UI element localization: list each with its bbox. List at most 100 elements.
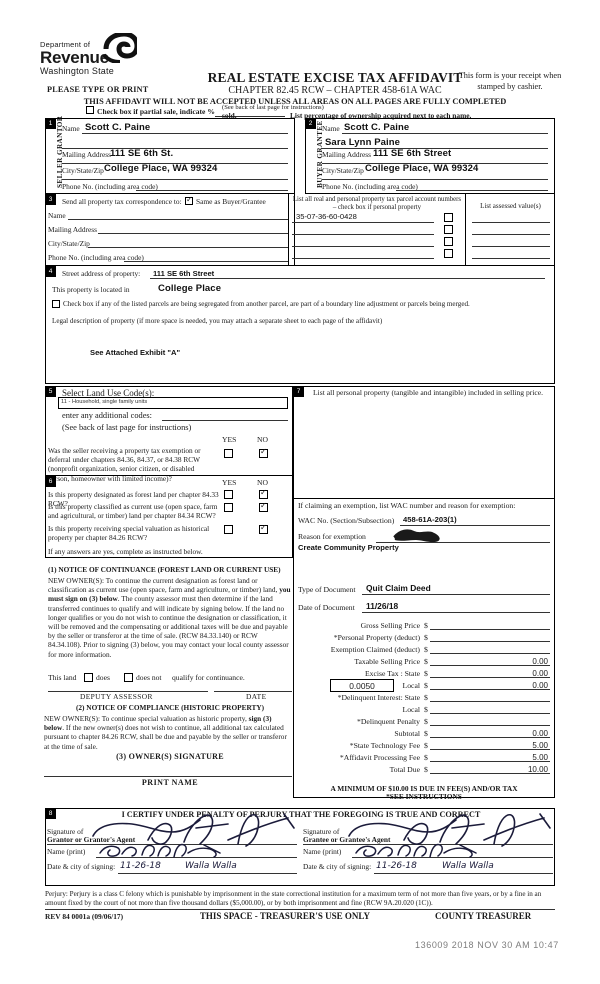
buyer-phone-line[interactable]	[396, 190, 548, 191]
parcel-line-3[interactable]	[292, 246, 434, 247]
current-use-yes-checkbox[interactable]	[224, 503, 233, 512]
does-not-qualify-checkbox[interactable]	[124, 673, 133, 682]
amount-label-3: Taxable Selling Price	[354, 657, 420, 666]
amount-line-3[interactable]	[430, 665, 550, 666]
seller-name-line[interactable]	[82, 133, 288, 134]
corr-city-line[interactable]	[88, 247, 288, 248]
parcel-line-1[interactable]	[292, 222, 434, 223]
assessed-line-2[interactable]	[472, 234, 550, 235]
historic-yes-checkbox[interactable]	[224, 525, 233, 534]
grantor-date-label: Date & city of signing:	[47, 862, 116, 871]
amount-line-12[interactable]	[430, 773, 550, 774]
grantee-name-line[interactable]	[352, 857, 553, 858]
doc-type-label: Type of Document	[298, 585, 356, 594]
seller-mailing-line[interactable]	[62, 163, 288, 164]
seller-phone-line[interactable]	[136, 190, 288, 191]
segregated-checkbox[interactable]	[52, 300, 60, 308]
grantee-date-line[interactable]	[374, 873, 553, 874]
seller-mailing-label: Mailing Address	[62, 150, 112, 159]
seller-exemption-no-checkbox[interactable]	[259, 447, 268, 458]
amount-label-7: Local	[402, 705, 421, 714]
buyer-name-line[interactable]	[342, 133, 548, 134]
affidavit-warning: THIS AFFIDAVIT WILL NOT BE ACCEPTED UNLE…	[83, 97, 507, 106]
buyer-mailing-line[interactable]	[322, 163, 548, 164]
forest-land-no-checkbox[interactable]	[259, 488, 268, 499]
assessed-line-3[interactable]	[472, 246, 550, 247]
partial-pct-line[interactable]	[215, 116, 285, 117]
logo-line-1: Department of	[40, 40, 91, 49]
amount-line-11[interactable]	[430, 761, 550, 762]
amount-line-7[interactable]	[430, 713, 550, 714]
tax-rate-value: 0.0050	[349, 681, 375, 691]
deputy-assessor-line[interactable]	[48, 691, 208, 692]
buyer-city-line[interactable]	[322, 179, 548, 180]
seller-exemption-yes-checkbox[interactable]	[224, 449, 233, 458]
doc-type-value: Quit Claim Deed	[366, 583, 431, 593]
parcel-numbers-box	[288, 194, 466, 266]
owner-signature-line[interactable]	[44, 776, 292, 777]
corr-name-line[interactable]	[68, 219, 288, 220]
corr-mailing-line[interactable]	[98, 233, 288, 234]
historic-no-checkbox[interactable]	[259, 523, 268, 534]
wac-number-line[interactable]	[400, 525, 550, 526]
forest-land-yes-checkbox[interactable]	[224, 490, 233, 499]
see-instructions-note: *SEE INSTRUCTIONS	[386, 792, 462, 801]
street-address-value: 111 SE 6th Street	[153, 269, 215, 278]
deputy-date-line[interactable]	[214, 691, 292, 692]
parcel-personal-checkbox-2[interactable]	[444, 225, 453, 234]
dollar-sign-11: $	[424, 753, 428, 762]
parcel-line-2[interactable]	[292, 234, 434, 235]
assessed-line-4[interactable]	[472, 258, 550, 259]
grantor-signature-line[interactable]	[47, 844, 297, 845]
section-2-number: 2	[305, 118, 316, 129]
parcel-personal-checkbox-3[interactable]	[444, 237, 453, 246]
current-use-no-checkbox[interactable]	[259, 501, 268, 512]
parcel-personal-checkbox-4[interactable]	[444, 249, 453, 258]
amount-line-5[interactable]	[430, 689, 550, 690]
amount-line-10[interactable]	[430, 749, 550, 750]
assessed-line-1[interactable]	[472, 222, 550, 223]
amount-line-9[interactable]	[430, 737, 550, 738]
amount-line-4[interactable]	[430, 677, 550, 678]
personal-property-label: List all personal property (tangible and…	[313, 388, 544, 397]
section-5-number: 5	[45, 386, 56, 397]
notice-1-body: NEW OWNER(S): To continue the current de…	[48, 576, 292, 659]
corr-phone-line[interactable]	[124, 261, 288, 262]
parcel-line-4[interactable]	[292, 258, 434, 259]
partial-sale-checkbox[interactable]	[86, 106, 94, 114]
reason-exemption-line[interactable]	[376, 542, 550, 543]
seller-city-line[interactable]	[62, 179, 288, 180]
doc-date-line[interactable]	[362, 612, 550, 613]
amount-line-0[interactable]	[430, 629, 550, 630]
dollar-sign-1: $	[424, 633, 428, 642]
parcel-personal-checkbox-1[interactable]	[444, 213, 453, 222]
please-type-print: PLEASE TYPE OR PRINT	[47, 85, 149, 94]
amount-label-4: Excise Tax : State	[364, 669, 420, 678]
additional-codes-line[interactable]	[162, 420, 288, 421]
grantee-signature-line[interactable]	[303, 844, 553, 845]
land-use-code-field[interactable]	[58, 397, 288, 409]
amount-line-8[interactable]	[430, 725, 550, 726]
street-address-line[interactable]	[150, 278, 545, 279]
doc-type-line[interactable]	[362, 594, 550, 595]
parcel-value-1: 35-07-36-60-0428	[296, 212, 357, 221]
grantor-name-line[interactable]	[96, 857, 297, 858]
seller-name-line-2[interactable]	[62, 148, 288, 149]
form-header: Department of Revenue Washington State P…	[0, 0, 600, 120]
landuse-no-header: NO	[257, 435, 268, 444]
grantor-signature-mark	[92, 813, 295, 847]
land-use-title: Select Land Use Code(s):	[62, 388, 155, 398]
amount-value-10: 5.00	[532, 741, 548, 750]
corr-mailing-label: Mailing Address	[48, 225, 98, 234]
corr-name-label: Name	[48, 211, 66, 220]
buyer-name-line-2[interactable]	[322, 148, 548, 149]
amount-line-6[interactable]	[430, 701, 550, 702]
certify-box	[45, 808, 555, 886]
amount-line-1[interactable]	[430, 641, 550, 642]
does-qualify-checkbox[interactable]	[84, 673, 93, 682]
amount-line-2[interactable]	[430, 653, 550, 654]
grantor-date-line[interactable]	[118, 873, 297, 874]
tax-rate-field[interactable]	[330, 679, 394, 692]
same-as-buyer-checkbox[interactable]	[185, 195, 193, 205]
dor-logo: Department of Revenue Washington State	[40, 40, 190, 76]
